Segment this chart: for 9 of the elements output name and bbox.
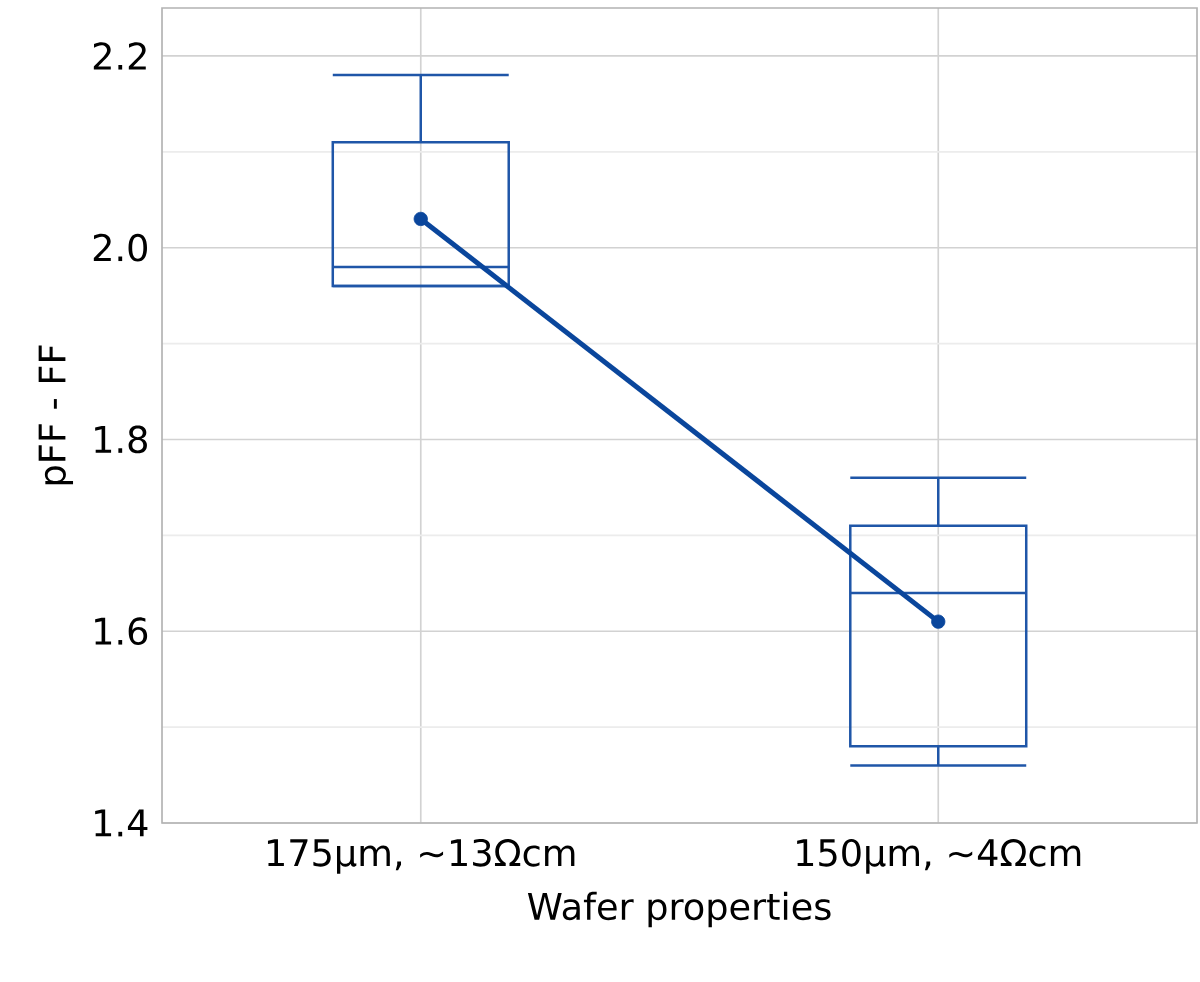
y-tick-label: 1.4 [95, 809, 148, 837]
y-axis-title: pFF - FF [38, 345, 74, 485]
y-tick-label: 2.0 [93, 233, 147, 262]
y-tick-label: 1.6 [95, 617, 148, 646]
x-axis-title: Wafer properties [527, 891, 831, 928]
x-tick-label: 150µm, ~4Ωcm [797, 838, 1081, 874]
x-tick-label: 175µm, ~13Ωcm [267, 838, 575, 874]
y-tick-label: 1.8 [95, 425, 147, 454]
y-tick-label: 2.2 [93, 42, 146, 70]
